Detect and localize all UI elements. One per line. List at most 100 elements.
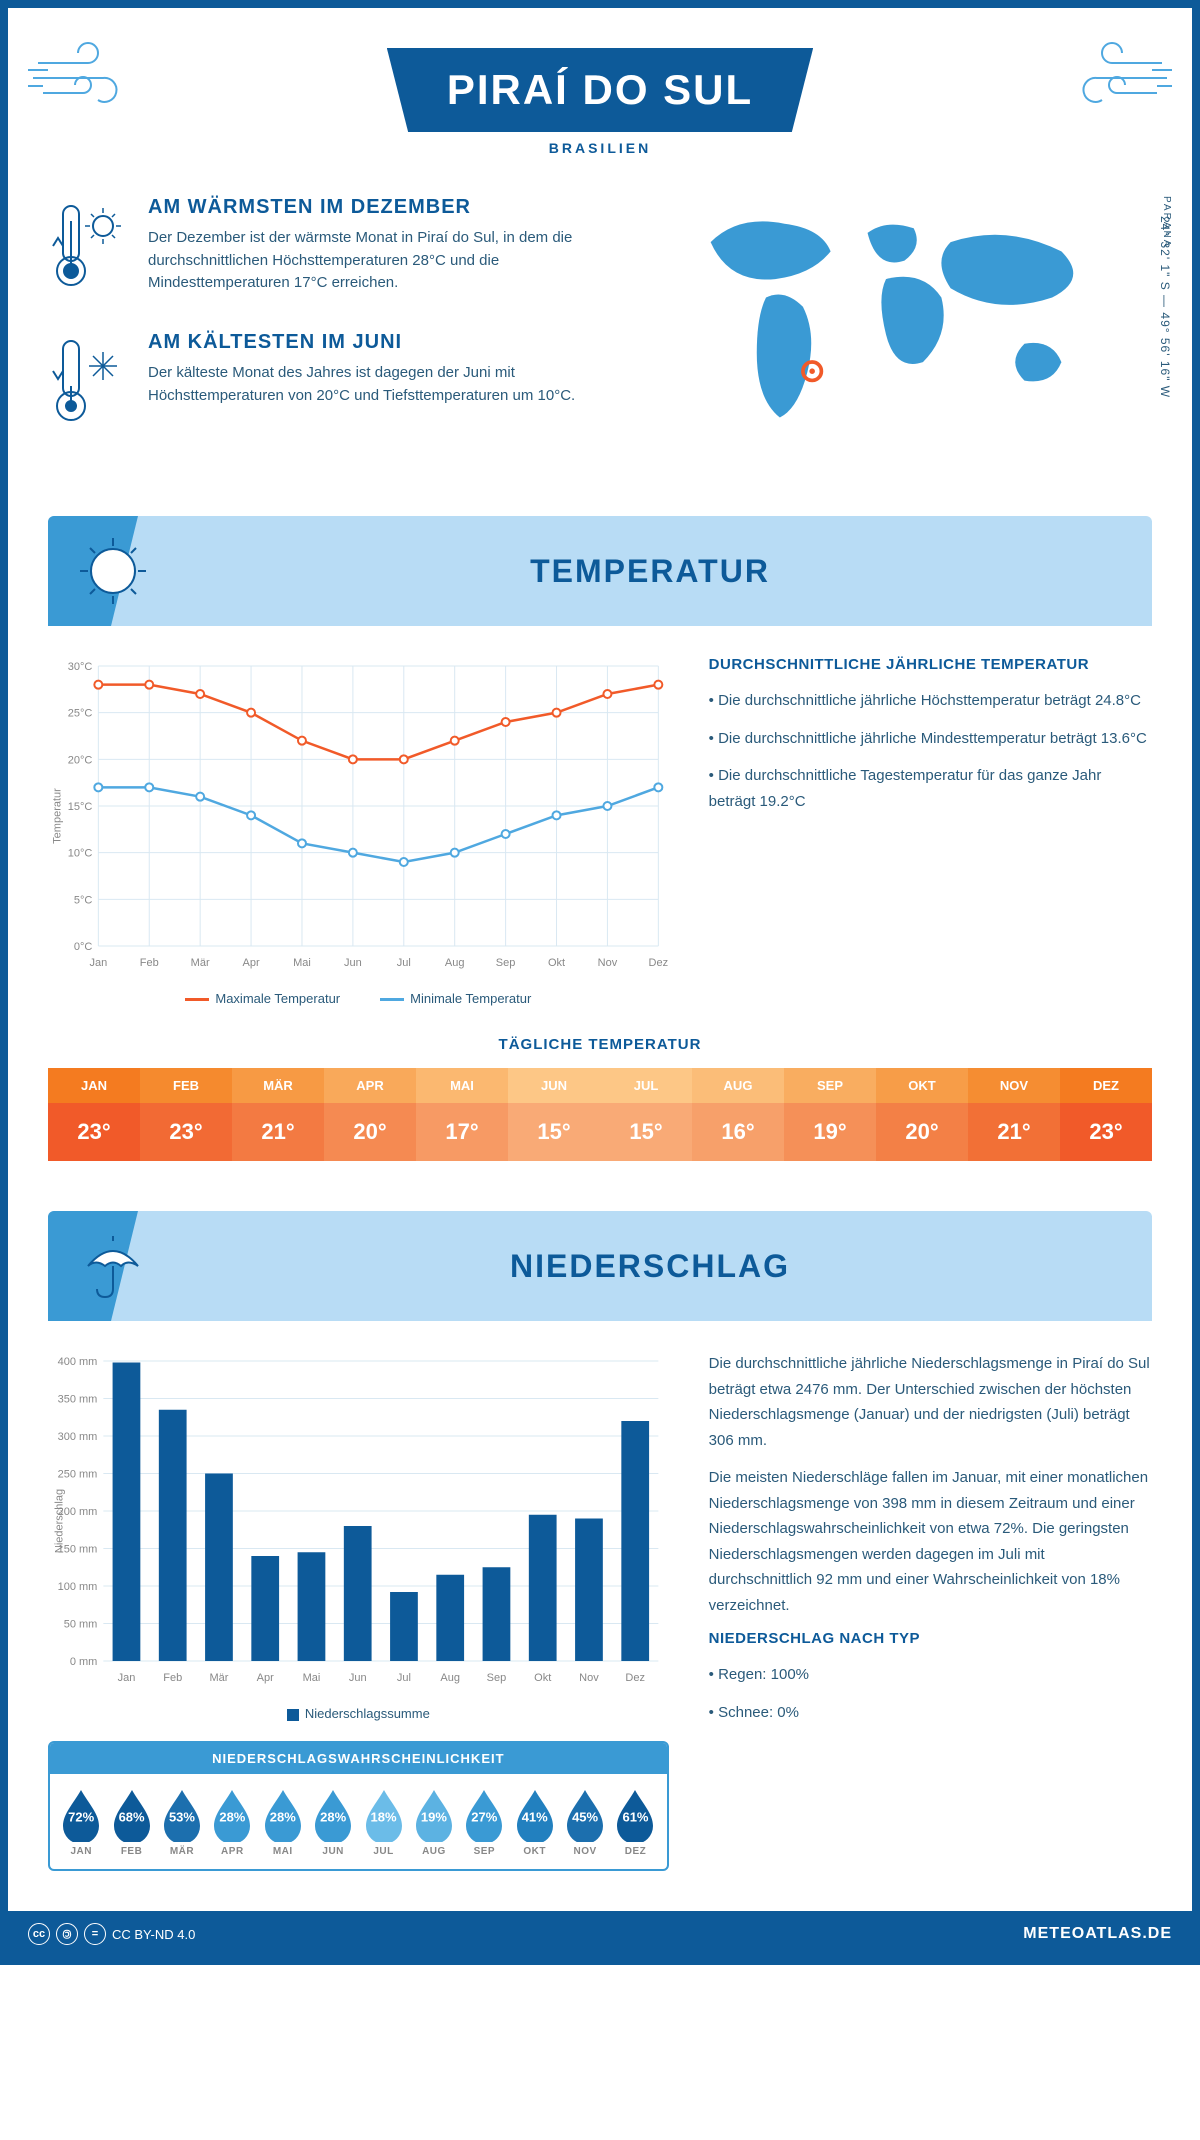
- precip-banner: NIEDERSCHLAG: [48, 1211, 1152, 1321]
- svg-text:0°C: 0°C: [74, 941, 93, 953]
- svg-text:Aug: Aug: [445, 957, 465, 969]
- site-name: METEOATLAS.DE: [1023, 1925, 1172, 1943]
- probability-drop: 28%APR: [209, 1786, 255, 1857]
- by-icon: 🄯: [56, 1923, 78, 1945]
- precip-title: NIEDERSCHLAG: [178, 1248, 1122, 1285]
- svg-text:Mär: Mär: [209, 1672, 228, 1684]
- probability-drop: 28%MAI: [260, 1786, 306, 1857]
- daily-temp-cell: MÄR21°: [232, 1068, 324, 1161]
- temperature-title: TEMPERATUR: [178, 553, 1122, 590]
- svg-text:Jun: Jun: [344, 957, 362, 969]
- svg-text:Okt: Okt: [548, 957, 565, 969]
- world-map: PARANA 24° 32' 1" S — 49° 56' 16" W: [620, 196, 1152, 466]
- svg-text:Aug: Aug: [440, 1672, 460, 1684]
- legend-min: Minimale Temperatur: [410, 991, 531, 1006]
- daily-temp-strip: JAN23°FEB23°MÄR21°APR20°MAI17°JUN15°JUL1…: [48, 1068, 1152, 1161]
- svg-text:Jun: Jun: [349, 1672, 367, 1684]
- svg-text:300 mm: 300 mm: [58, 1431, 98, 1443]
- svg-text:Jan: Jan: [89, 957, 107, 969]
- svg-text:Niederschlag: Niederschlag: [53, 1489, 65, 1553]
- daily-temp-cell: DEZ23°: [1060, 1068, 1152, 1161]
- svg-text:Mai: Mai: [293, 957, 311, 969]
- svg-text:Apr: Apr: [243, 957, 260, 969]
- svg-text:Nov: Nov: [579, 1672, 599, 1684]
- daily-temp-cell: OKT20°: [876, 1068, 968, 1161]
- cc-icon: cc: [28, 1923, 50, 1945]
- probability-drop: 19%AUG: [411, 1786, 457, 1857]
- precip-type-bullet: Regen: 100%: [709, 1662, 1152, 1688]
- precip-type-bullet: Schnee: 0%: [709, 1700, 1152, 1726]
- title-banner: PIRAÍ DO SUL: [387, 48, 813, 132]
- temp-summary-title: DURCHSCHNITTLICHE JÄHRLICHE TEMPERATUR: [709, 656, 1152, 673]
- svg-text:Mär: Mär: [191, 957, 210, 969]
- svg-text:10°C: 10°C: [68, 848, 93, 860]
- daily-temp-cell: JUL15°: [600, 1068, 692, 1161]
- thermometer-sun-icon: [48, 196, 128, 301]
- svg-text:Sep: Sep: [496, 957, 516, 969]
- daily-temp-cell: SEP19°: [784, 1068, 876, 1161]
- wind-icon: [1052, 38, 1172, 118]
- svg-text:20°C: 20°C: [68, 754, 93, 766]
- daily-temp-cell: JUN15°: [508, 1068, 600, 1161]
- svg-text:Nov: Nov: [598, 957, 618, 969]
- precip-paragraph: Die durchschnittliche jährliche Niedersc…: [709, 1351, 1152, 1453]
- svg-text:100 mm: 100 mm: [58, 1581, 98, 1593]
- svg-text:5°C: 5°C: [74, 894, 93, 906]
- probability-drop: 53%MÄR: [159, 1786, 205, 1857]
- coldest-title: AM KÄLTESTEN IM JUNI: [148, 331, 580, 354]
- precip-type-title: NIEDERSCHLAG NACH TYP: [709, 1630, 1152, 1647]
- svg-text:Jul: Jul: [397, 957, 411, 969]
- precip-bar-chart: 0 mm50 mm100 mm150 mm200 mm250 mm300 mm3…: [48, 1351, 669, 1691]
- page-title: PIRAÍ DO SUL: [447, 66, 753, 114]
- temp-bullet: Die durchschnittliche Tagestemperatur fü…: [709, 763, 1152, 814]
- probability-drop: 61%DEZ: [612, 1786, 658, 1857]
- probability-drop: 18%JUL: [360, 1786, 406, 1857]
- sun-icon: [78, 536, 148, 606]
- temp-bullet: Die durchschnittliche jährliche Mindestt…: [709, 726, 1152, 752]
- svg-text:Dez: Dez: [625, 1672, 645, 1684]
- daily-temp-cell: MAI17°: [416, 1068, 508, 1161]
- prob-title: NIEDERSCHLAGSWAHRSCHEINLICHKEIT: [50, 1743, 667, 1774]
- svg-text:30°C: 30°C: [68, 661, 93, 673]
- temp-legend: Maximale Temperatur Minimale Temperatur: [48, 991, 669, 1006]
- svg-text:Jul: Jul: [397, 1672, 411, 1684]
- svg-text:Dez: Dez: [649, 957, 669, 969]
- coldest-text: Der kälteste Monat des Jahres ist dagege…: [148, 362, 580, 407]
- svg-text:250 mm: 250 mm: [58, 1469, 98, 1481]
- probability-drop: 41%OKT: [512, 1786, 558, 1857]
- daily-temp-cell: NOV21°: [968, 1068, 1060, 1161]
- temperature-line-chart: 0°C 5°C 10°C 15°C 20°C 25°C 30°C Jan Feb Mär Apr Ma…: [48, 656, 669, 976]
- footer: cc 🄯 = CC BY-ND 4.0 METEOATLAS.DE: [8, 1911, 1192, 1957]
- svg-text:350 mm: 350 mm: [58, 1394, 98, 1406]
- probability-drop: 28%JUN: [310, 1786, 356, 1857]
- svg-text:50 mm: 50 mm: [64, 1619, 98, 1631]
- header: PIRAÍ DO SUL BRASILIEN: [48, 48, 1152, 156]
- probability-drop: 72%JAN: [58, 1786, 104, 1857]
- wind-icon: [28, 38, 148, 118]
- svg-text:Sep: Sep: [487, 1672, 507, 1684]
- probability-drop: 68%FEB: [108, 1786, 154, 1857]
- daily-temp-title: TÄGLICHE TEMPERATUR: [48, 1036, 1152, 1053]
- legend-max: Maximale Temperatur: [215, 991, 340, 1006]
- page-subtitle: BRASILIEN: [48, 140, 1152, 156]
- temp-bullet: Die durchschnittliche jährliche Höchstte…: [709, 688, 1152, 714]
- svg-text:Feb: Feb: [140, 957, 159, 969]
- precip-probability-box: NIEDERSCHLAGSWAHRSCHEINLICHKEIT 72%JAN68…: [48, 1741, 669, 1871]
- daily-temp-cell: AUG16°: [692, 1068, 784, 1161]
- license-label: CC BY-ND 4.0: [112, 1927, 195, 1942]
- legend-precip: Niederschlagssumme: [305, 1706, 430, 1721]
- daily-temp-cell: JAN23°: [48, 1068, 140, 1161]
- svg-text:Feb: Feb: [163, 1672, 182, 1684]
- probability-drop: 45%NOV: [562, 1786, 608, 1857]
- svg-text:Apr: Apr: [257, 1672, 274, 1684]
- svg-text:Mai: Mai: [303, 1672, 321, 1684]
- nd-icon: =: [84, 1923, 106, 1945]
- temperature-banner: TEMPERATUR: [48, 516, 1152, 626]
- precip-legend: Niederschlagssumme: [48, 1706, 669, 1721]
- precip-paragraph: Die meisten Niederschläge fallen im Janu…: [709, 1465, 1152, 1618]
- warmest-title: AM WÄRMSTEN IM DEZEMBER: [148, 196, 580, 219]
- svg-text:25°C: 25°C: [68, 708, 93, 720]
- svg-text:15°C: 15°C: [68, 801, 93, 813]
- warmest-fact: AM WÄRMSTEN IM DEZEMBER Der Dezember ist…: [48, 196, 580, 301]
- warmest-text: Der Dezember ist der wärmste Monat in Pi…: [148, 227, 580, 295]
